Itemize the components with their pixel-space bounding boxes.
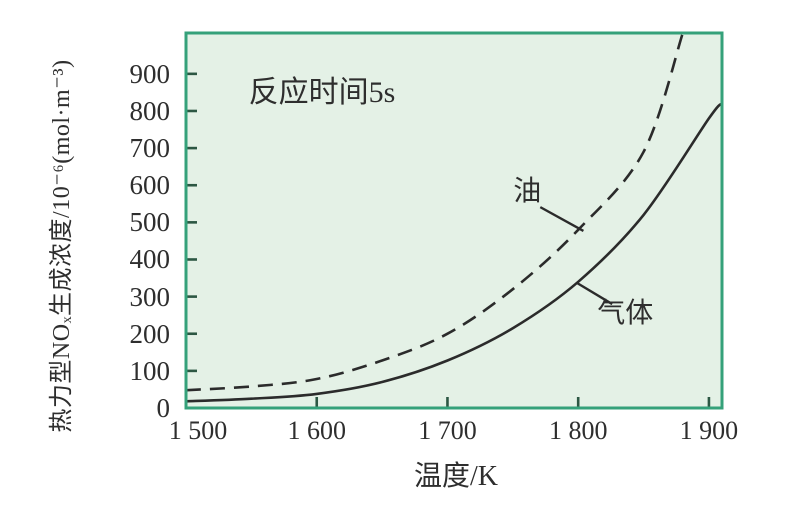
curve-label-oil: 油 bbox=[513, 175, 542, 207]
series-curve-oil bbox=[187, 34, 684, 392]
y-tick-label: 300 bbox=[129, 281, 171, 312]
x-tick-label: 1 700 bbox=[418, 416, 477, 445]
axis-ticks bbox=[187, 72, 711, 407]
y-tick-label: 200 bbox=[129, 318, 171, 349]
y-tick-label: 500 bbox=[129, 207, 171, 238]
y-tick-label: 0 bbox=[156, 393, 171, 423]
x-tick-label: 1 500 bbox=[168, 416, 228, 445]
pointer-leader-lines bbox=[539, 206, 613, 306]
leader-line-oil bbox=[539, 206, 585, 232]
reaction-time-annotation: 反应时间5s bbox=[248, 75, 396, 109]
plot-area-background bbox=[186, 33, 722, 408]
curve-label-gas: 气体 bbox=[597, 298, 654, 330]
x-axis-title: 温度/K bbox=[413, 461, 498, 492]
y-axis-title: 热力型NOₓ生成浓度/10⁻⁶(mol·m⁻³) bbox=[49, 59, 75, 433]
y-tick-label: 600 bbox=[129, 170, 171, 201]
x-tick-label: 1 800 bbox=[548, 416, 608, 445]
y-tick-label: 900 bbox=[129, 58, 171, 89]
curves bbox=[187, 34, 721, 403]
x-tick-label: 1 600 bbox=[287, 416, 346, 445]
series-curve-gas bbox=[187, 102, 721, 403]
y-tick-label: 700 bbox=[129, 133, 171, 164]
leader-line-gas bbox=[576, 281, 613, 306]
plot-border bbox=[184, 31, 724, 410]
y-tick-label: 800 bbox=[129, 95, 171, 126]
y-tick-label: 400 bbox=[129, 244, 171, 275]
x-tick-label: 1 900 bbox=[679, 416, 739, 445]
y-tick-label: 100 bbox=[129, 355, 171, 386]
